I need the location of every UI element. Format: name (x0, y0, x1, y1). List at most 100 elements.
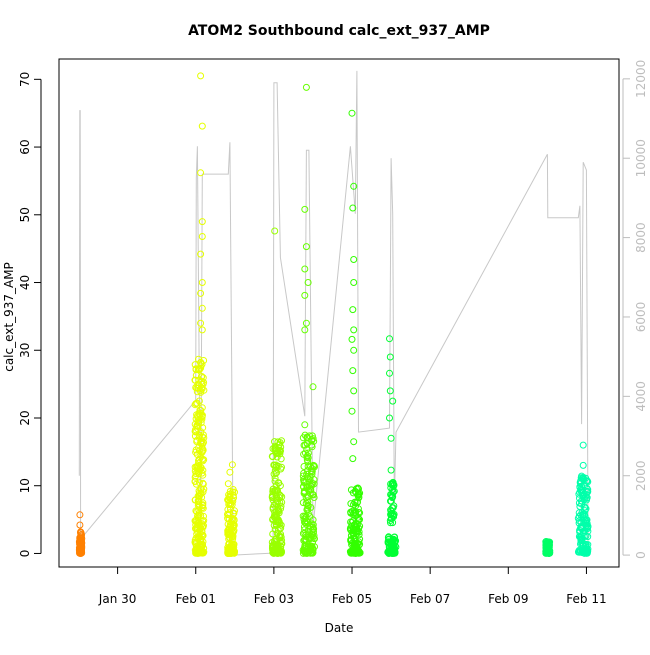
data-point (582, 519, 590, 527)
data-point (389, 504, 397, 512)
x-tick-label: Feb 05 (332, 592, 372, 606)
y-tick-label: 60 (18, 139, 32, 154)
data-point (544, 538, 552, 546)
x-tick-label: Jan 30 (98, 592, 137, 606)
data-point (192, 516, 200, 524)
data-point (198, 411, 206, 419)
data-point (197, 169, 205, 177)
data-point (351, 535, 359, 543)
data-point (199, 380, 207, 388)
data-point (583, 549, 591, 557)
data-point (386, 414, 393, 422)
data-point (307, 463, 315, 471)
data-point (278, 498, 286, 506)
data-point (389, 485, 397, 493)
data-point (579, 461, 587, 469)
data-point (350, 438, 358, 446)
data-point (354, 490, 362, 498)
data-point (386, 353, 394, 361)
data-point (302, 514, 310, 522)
data-point (195, 457, 202, 464)
data-point (542, 538, 550, 546)
data-point (308, 549, 316, 557)
data-point (350, 526, 358, 534)
data-point (191, 401, 199, 409)
data-point (303, 518, 311, 526)
data-point (198, 455, 206, 463)
y-right-tick-label: 10000 (634, 139, 648, 177)
data-point (310, 480, 318, 488)
data-point (278, 536, 286, 544)
data-point (304, 449, 312, 457)
y-right-tick-label: 4000 (634, 381, 648, 412)
data-point (386, 387, 394, 395)
data-point (300, 463, 308, 470)
data-point (350, 346, 358, 354)
data-point (191, 376, 199, 384)
data-point (191, 496, 199, 504)
y-axis-left: 0 10 20 30 40 50 60 70 (18, 72, 42, 557)
data-point (350, 527, 358, 535)
data-point (354, 485, 362, 492)
chart-title: ATOM2 Southbound calc_ext_937_AMP (188, 23, 490, 39)
data-point (301, 421, 309, 429)
data-point (355, 541, 363, 549)
data-point (197, 359, 205, 367)
data-point (300, 450, 308, 458)
data-point (274, 518, 282, 526)
data-points (75, 72, 592, 557)
data-point (196, 533, 204, 541)
data-point (76, 538, 84, 546)
data-point (386, 369, 393, 377)
data-point (193, 388, 201, 396)
data-point (224, 480, 232, 488)
y-tick-label: 70 (18, 72, 32, 87)
data-point (197, 388, 205, 396)
data-point (387, 434, 395, 442)
x-tick-label: Feb 07 (410, 592, 450, 606)
data-point (390, 481, 398, 489)
data-point (579, 441, 587, 449)
data-point (76, 548, 84, 556)
y-right-tick-label: 8000 (634, 222, 648, 253)
data-point (197, 549, 205, 557)
data-point (195, 355, 202, 363)
data-point (583, 516, 591, 524)
data-point (276, 448, 284, 456)
y-tick-label: 40 (18, 275, 32, 290)
data-point (270, 549, 278, 557)
data-point (354, 498, 362, 506)
data-point (192, 428, 200, 436)
data-point (350, 279, 358, 286)
data-point (302, 83, 310, 91)
y-tick-label: 20 (18, 410, 32, 425)
data-point (269, 530, 277, 538)
data-point (578, 525, 585, 533)
y-right-tick-label: 0 (634, 551, 648, 559)
data-point (195, 492, 203, 500)
data-point (276, 482, 284, 490)
data-point (275, 441, 283, 449)
data-point (583, 477, 591, 485)
data-point (276, 520, 284, 528)
data-point (195, 464, 203, 472)
data-point (301, 512, 309, 520)
data-point (195, 444, 203, 452)
data-point (226, 523, 233, 531)
data-point (191, 473, 199, 481)
data-point (225, 533, 233, 541)
data-point (277, 547, 285, 555)
data-point (198, 384, 205, 392)
data-point (277, 443, 285, 451)
data-point (277, 455, 285, 463)
data-point (301, 205, 309, 213)
data-point (309, 516, 317, 524)
data-point (199, 499, 207, 507)
data-point (576, 488, 584, 496)
data-point (351, 540, 359, 547)
data-point (310, 462, 318, 470)
data-point (196, 525, 204, 533)
data-point (305, 531, 312, 539)
data-point (302, 500, 310, 507)
data-point (229, 515, 237, 522)
